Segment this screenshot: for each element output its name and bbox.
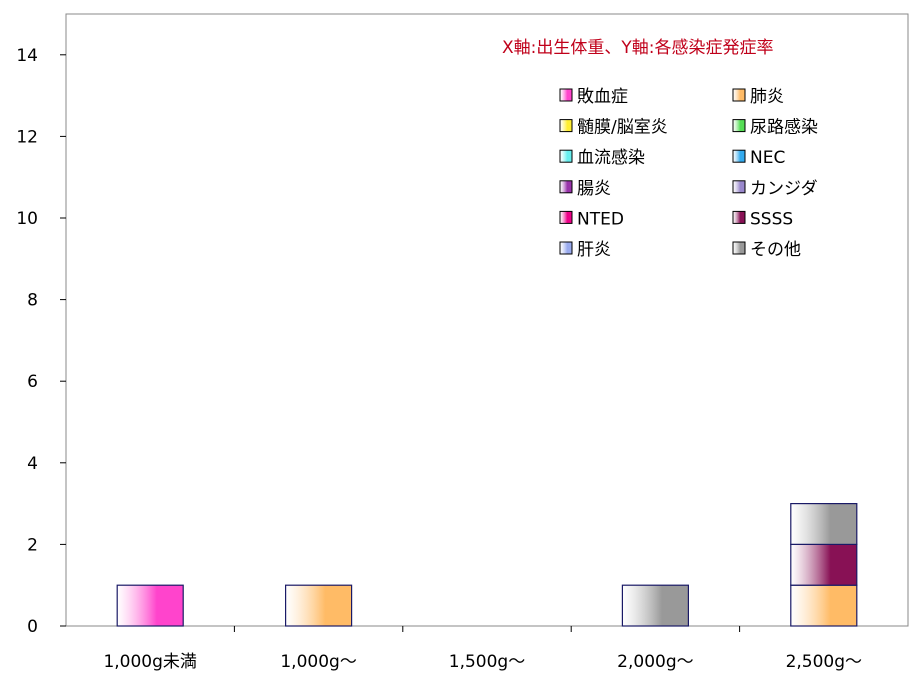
legend-label: 肺炎 (750, 87, 784, 107)
y-tick-label: 2 (27, 535, 38, 555)
legend-swatch (559, 149, 573, 163)
bar-segment (116, 584, 184, 627)
bar-segment (790, 584, 858, 627)
y-axis: 0 2 4 6 8 10 12 14 (16, 46, 66, 637)
legend-swatch (732, 241, 746, 255)
legend-label: NEC (750, 148, 785, 168)
legend-label: その他 (750, 240, 801, 260)
legend-swatch (732, 180, 746, 194)
y-tick-label: 14 (16, 46, 38, 66)
bar-segment (790, 503, 858, 546)
x-axis: 1,000g未満 1,000g〜 1,500g〜 2,000g〜 2,500g〜 (103, 626, 862, 672)
legend-swatch (559, 88, 573, 102)
legend-swatch (732, 149, 746, 163)
y-tick-label: 8 (27, 291, 38, 311)
y-tick-label: 0 (27, 617, 38, 637)
x-tick-label: 1,500g〜 (449, 652, 525, 672)
x-tick-label: 1,000g未満 (103, 652, 196, 672)
legend-title: X軸:出生体重、Y軸:各感染症発症率 (502, 38, 774, 58)
legend-label: 血流感染 (577, 148, 645, 168)
legend-label: 髄膜/脳室炎 (577, 118, 668, 138)
legend-swatch (732, 210, 746, 224)
legend-swatch (559, 210, 573, 224)
bar-segment (790, 543, 858, 586)
plot-area (65, 13, 909, 627)
legend-label: カンジダ (750, 179, 818, 199)
legend-label: 腸炎 (577, 179, 611, 199)
bar-segment (621, 584, 690, 627)
y-tick-label: 4 (27, 454, 38, 474)
legend-label: 敗血症 (577, 87, 628, 107)
legend-swatch (559, 241, 573, 255)
legend-label: 肝炎 (577, 240, 611, 260)
x-tick-label: 2,500g〜 (786, 652, 862, 672)
x-tick-label: 1,000g〜 (280, 652, 356, 672)
x-tick-label: 2,000g〜 (617, 652, 693, 672)
legend-swatch (732, 119, 746, 133)
legend-label: NTED (577, 209, 624, 229)
legend-swatch (732, 88, 746, 102)
bars (116, 503, 858, 627)
legend-label: SSSS (750, 209, 793, 229)
y-tick-label: 6 (27, 372, 38, 392)
legend-swatch (559, 180, 573, 194)
bar-segment (285, 584, 353, 627)
y-tick-label: 12 (16, 127, 38, 147)
legend-label: 尿路感染 (750, 118, 818, 138)
y-tick-label: 10 (16, 209, 38, 229)
legend-swatch (559, 119, 573, 133)
